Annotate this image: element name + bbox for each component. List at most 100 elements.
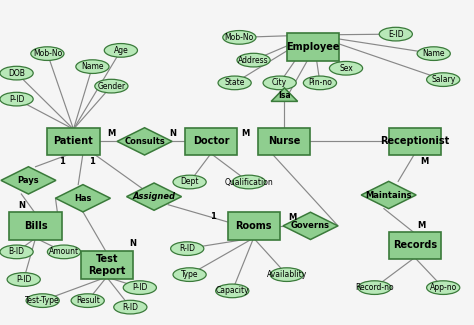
FancyBboxPatch shape <box>228 212 280 240</box>
Text: Name: Name <box>422 49 445 58</box>
Text: Age: Age <box>113 46 128 55</box>
Text: M: M <box>420 157 428 166</box>
FancyBboxPatch shape <box>389 128 441 155</box>
Ellipse shape <box>173 175 206 189</box>
Ellipse shape <box>417 47 450 60</box>
Ellipse shape <box>31 47 64 60</box>
Text: App-no: App-no <box>429 283 457 292</box>
Ellipse shape <box>76 60 109 73</box>
Ellipse shape <box>232 175 265 189</box>
Ellipse shape <box>95 79 128 93</box>
Text: Maintains: Maintains <box>365 190 412 200</box>
Text: Bills: Bills <box>24 221 47 231</box>
Polygon shape <box>127 183 182 210</box>
Text: Isa: Isa <box>278 91 291 100</box>
Text: City: City <box>272 78 287 87</box>
Text: Consults: Consults <box>124 137 165 146</box>
Ellipse shape <box>0 245 33 259</box>
Ellipse shape <box>0 66 33 80</box>
Text: Capacity: Capacity <box>216 286 249 295</box>
Text: 1: 1 <box>90 157 95 166</box>
Text: B-ID: B-ID <box>9 247 25 256</box>
Ellipse shape <box>427 281 460 294</box>
Text: M: M <box>241 129 250 138</box>
Ellipse shape <box>114 300 147 314</box>
Text: P-ID: P-ID <box>16 275 31 284</box>
Text: M: M <box>418 221 426 230</box>
Text: Type: Type <box>181 270 198 279</box>
Text: Mob-No: Mob-No <box>33 49 62 58</box>
FancyBboxPatch shape <box>185 128 237 155</box>
Text: Result: Result <box>76 296 100 305</box>
Text: N: N <box>170 129 176 138</box>
Ellipse shape <box>26 294 59 307</box>
Text: Mob-No: Mob-No <box>225 33 254 42</box>
Text: Name: Name <box>81 62 104 71</box>
Text: Availablity: Availablity <box>267 270 307 279</box>
Text: Rooms: Rooms <box>235 221 272 231</box>
Text: Receptionist: Receptionist <box>380 136 449 146</box>
Text: Gender: Gender <box>97 82 126 91</box>
Text: E-ID: E-ID <box>388 30 403 39</box>
Ellipse shape <box>427 73 460 86</box>
Ellipse shape <box>0 92 33 106</box>
Ellipse shape <box>171 242 204 255</box>
Polygon shape <box>117 128 172 155</box>
Text: Test-Type: Test-Type <box>25 296 60 305</box>
Text: 1: 1 <box>210 212 216 221</box>
Text: Address: Address <box>238 56 269 65</box>
Polygon shape <box>361 181 416 209</box>
Text: Patient: Patient <box>54 136 93 146</box>
Polygon shape <box>283 212 338 240</box>
Text: M: M <box>107 129 116 138</box>
Ellipse shape <box>358 281 391 294</box>
FancyBboxPatch shape <box>389 231 441 259</box>
FancyBboxPatch shape <box>258 128 310 155</box>
Text: Governs: Governs <box>291 221 330 230</box>
Ellipse shape <box>216 284 249 298</box>
Polygon shape <box>271 88 298 101</box>
Text: Record-no: Record-no <box>355 283 394 292</box>
FancyBboxPatch shape <box>9 212 62 240</box>
Text: Nurse: Nurse <box>268 136 301 146</box>
Text: N: N <box>18 201 25 210</box>
Text: P-ID: P-ID <box>9 95 24 104</box>
Text: Assigned: Assigned <box>133 192 175 201</box>
Ellipse shape <box>223 31 256 44</box>
Ellipse shape <box>123 281 156 294</box>
Ellipse shape <box>71 294 104 307</box>
Text: N: N <box>129 239 136 248</box>
Text: Sex: Sex <box>339 64 353 73</box>
Text: Pin-no: Pin-no <box>308 78 332 87</box>
Ellipse shape <box>263 76 296 90</box>
Text: Has: Has <box>74 194 91 203</box>
Text: Employee: Employee <box>286 42 339 52</box>
Text: 1: 1 <box>59 157 64 166</box>
Text: Salary: Salary <box>431 75 456 84</box>
Ellipse shape <box>379 27 412 41</box>
Ellipse shape <box>218 76 251 90</box>
Text: Records: Records <box>392 240 437 250</box>
Text: M: M <box>288 213 297 222</box>
Text: Qualification: Qualification <box>225 177 273 187</box>
Ellipse shape <box>7 273 40 286</box>
FancyBboxPatch shape <box>287 33 339 61</box>
Ellipse shape <box>47 245 81 259</box>
Text: Doctor: Doctor <box>192 136 229 146</box>
Text: R-ID: R-ID <box>122 303 138 312</box>
Text: P-ID: P-ID <box>132 283 147 292</box>
Text: Test
Report: Test Report <box>88 254 125 276</box>
Ellipse shape <box>104 44 137 57</box>
FancyBboxPatch shape <box>47 128 100 155</box>
Text: Amount: Amount <box>49 247 79 256</box>
Text: R-ID: R-ID <box>179 244 195 253</box>
Ellipse shape <box>303 76 337 90</box>
Text: State: State <box>225 78 245 87</box>
Ellipse shape <box>173 268 206 281</box>
Text: Dept: Dept <box>180 177 199 187</box>
FancyBboxPatch shape <box>81 251 133 279</box>
Ellipse shape <box>237 53 270 67</box>
Ellipse shape <box>329 61 363 75</box>
Ellipse shape <box>270 268 303 281</box>
Polygon shape <box>55 185 110 212</box>
